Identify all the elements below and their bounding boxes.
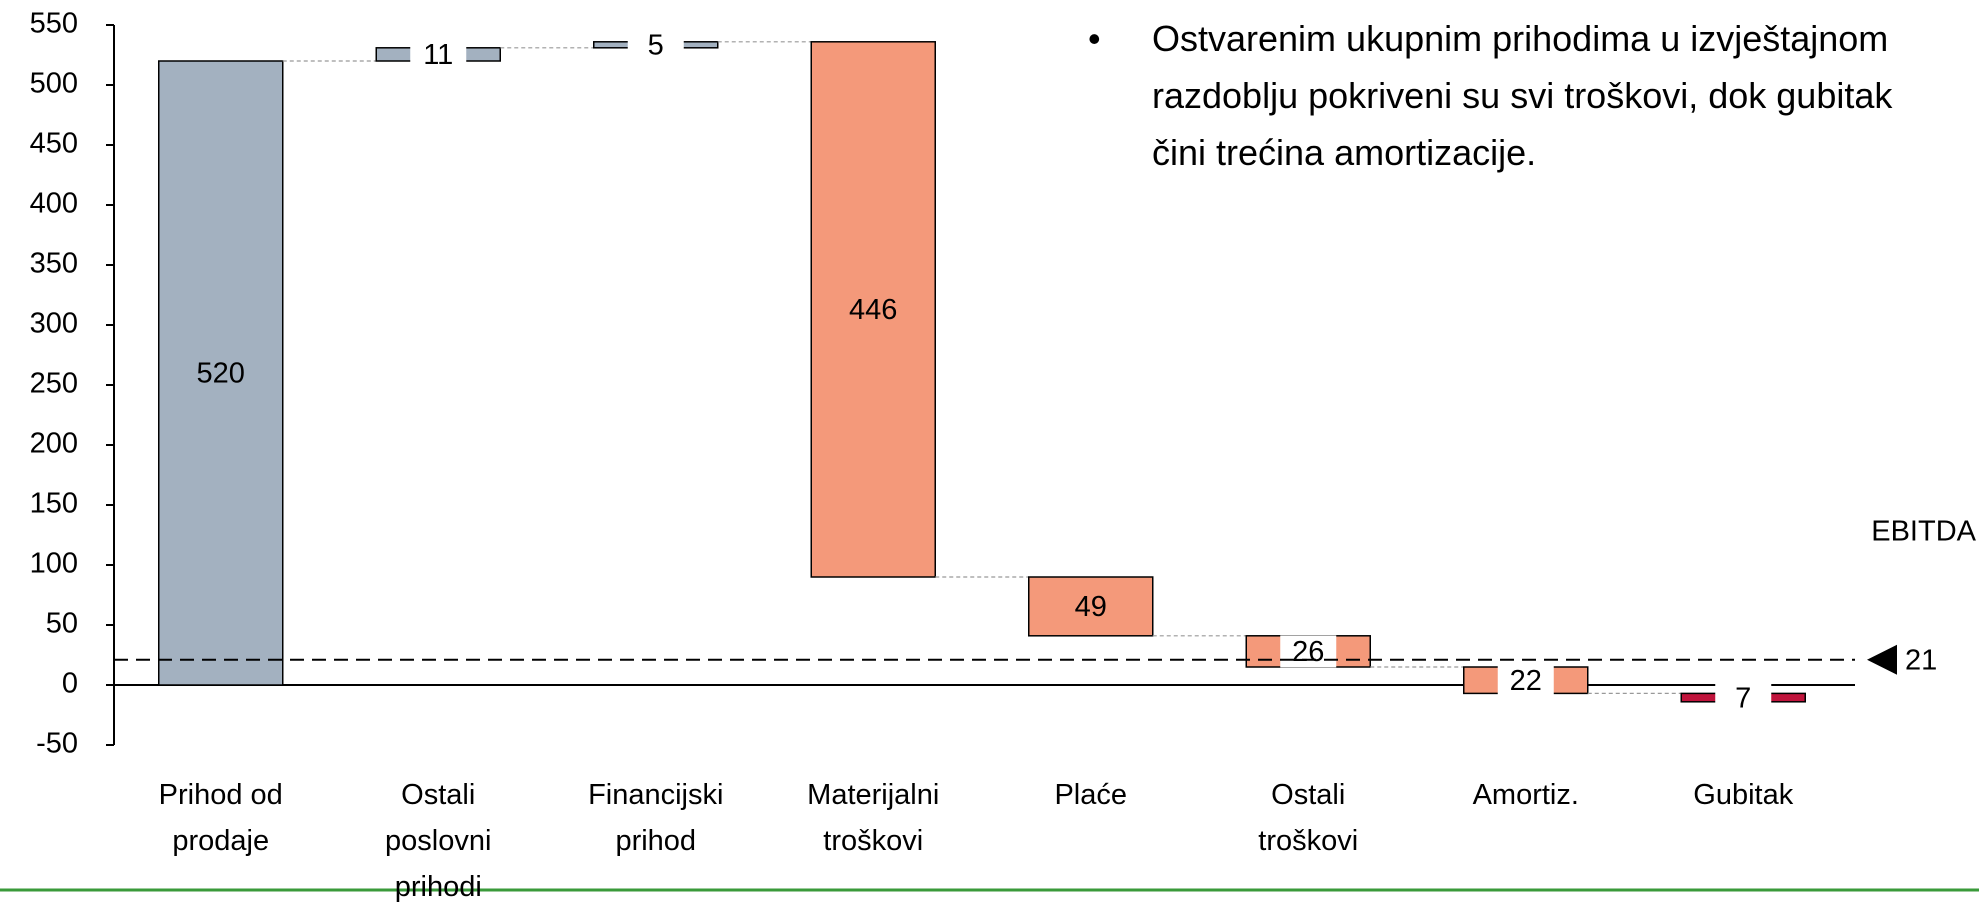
y-tick-label: 250 xyxy=(30,368,78,400)
y-tick-label: 0 xyxy=(62,668,78,700)
y-tick-label: 400 xyxy=(30,188,78,220)
data-label: 520 xyxy=(197,358,245,390)
label-bg xyxy=(410,38,467,71)
y-tick-label: 150 xyxy=(30,488,78,520)
y-tick-label: 500 xyxy=(30,68,78,100)
label-bg xyxy=(1715,681,1772,714)
y-tick-label: 50 xyxy=(46,608,78,640)
x-tick-label: Plaće xyxy=(1054,779,1128,811)
label-bg xyxy=(1497,664,1554,697)
data-label: 22 xyxy=(1510,665,1542,697)
data-label: 5 xyxy=(648,29,664,61)
data-label: 26 xyxy=(1292,636,1324,668)
bar xyxy=(1028,576,1154,637)
x-tick-label: Prihod od prodaje xyxy=(158,779,283,857)
x-tick-label: Financijski prihod xyxy=(588,779,724,857)
label-bg xyxy=(1280,635,1337,668)
y-tick-label: 450 xyxy=(30,128,78,160)
bar xyxy=(810,41,936,578)
data-label: 11 xyxy=(423,39,453,71)
annotation: Ostvarenim ukupnim prihodima u izvještaj… xyxy=(1152,18,1893,173)
y-tick-label: 100 xyxy=(30,548,78,580)
x-tick-label: Gubitak xyxy=(1693,779,1794,811)
x-tick-label: Ostali troškovi xyxy=(1258,779,1359,857)
label-bg xyxy=(627,28,684,61)
data-label: 49 xyxy=(1075,591,1107,623)
x-tick-label: Materijalni troškovi xyxy=(807,779,940,857)
reference-label: EBITDA xyxy=(1871,516,1976,548)
reference-marker xyxy=(1867,644,1897,675)
y-tick-label: 200 xyxy=(30,428,78,460)
y-tick-label: 550 xyxy=(30,8,78,40)
y-tick-label: 300 xyxy=(30,308,78,340)
data-label: 7 xyxy=(1735,682,1751,714)
x-tick-label: Amortiz. xyxy=(1472,779,1579,811)
bullet: • xyxy=(1088,18,1101,59)
y-tick-label: -50 xyxy=(36,728,78,760)
data-label: 446 xyxy=(849,294,897,326)
y-tick-label: 350 xyxy=(30,248,78,280)
reference-value: 21 xyxy=(1905,644,1937,676)
x-tick-label: Ostali poslovni prihodi xyxy=(385,779,492,903)
bar xyxy=(158,60,284,686)
